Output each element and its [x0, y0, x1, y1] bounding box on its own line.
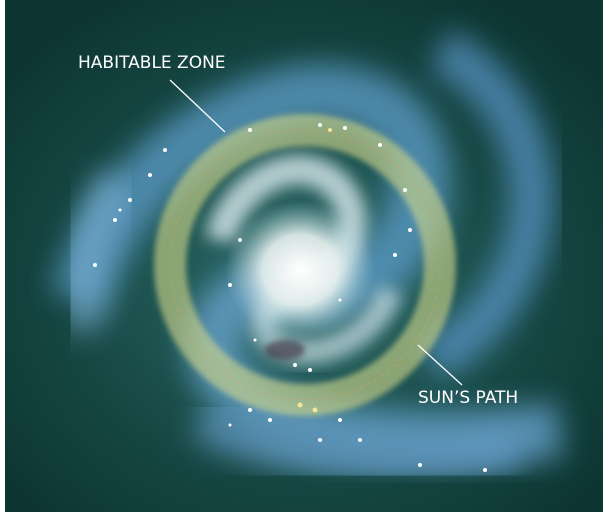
suns-path-orbit: [169, 129, 441, 401]
left-margin: [0, 0, 5, 512]
habitable-zone-label: HABITABLE ZONE: [78, 53, 226, 73]
stars: [93, 123, 487, 472]
suns-path-leader: [417, 344, 463, 386]
habitable-zone-leader: [169, 79, 226, 133]
suns-path-label: SUN’S PATH: [418, 388, 518, 408]
